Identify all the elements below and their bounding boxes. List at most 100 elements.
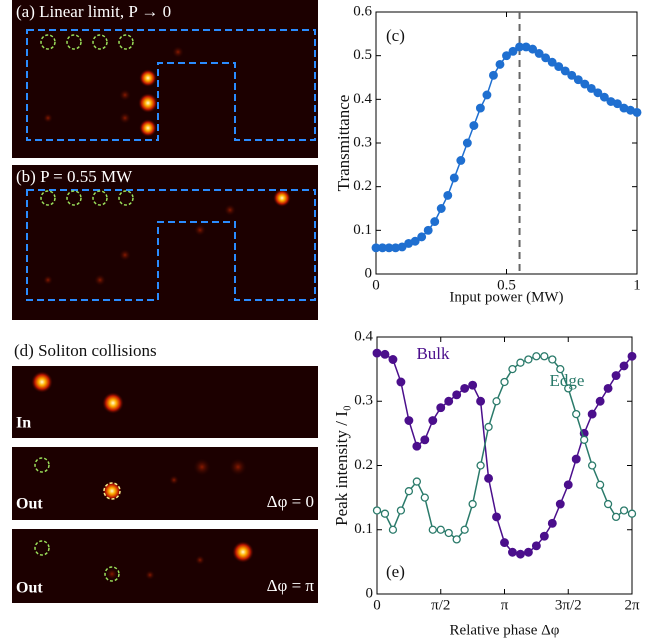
frame-tag: Out (16, 580, 43, 597)
y-tick-label: 0.1 (354, 521, 373, 537)
y-tick-label: 0.2 (353, 178, 372, 194)
point (418, 233, 426, 241)
spot (43, 113, 53, 123)
point (421, 494, 428, 501)
point (525, 356, 532, 363)
y-tick-label: 0 (366, 585, 374, 601)
panel-label: (b) P = 0.55 MW (16, 167, 133, 186)
panel-d: (d) Soliton collisions In Out Δφ = 0 Out… (12, 341, 318, 603)
y-tick-label: 0.2 (354, 457, 373, 473)
point (453, 391, 461, 399)
point (464, 139, 472, 147)
spot (232, 541, 254, 563)
point (483, 91, 491, 99)
point (405, 417, 413, 425)
point (613, 513, 620, 520)
x-axis-label: Relative phase Δφ (450, 622, 560, 638)
spot (169, 475, 179, 485)
point (581, 436, 588, 443)
point (501, 378, 508, 385)
x-tick-label: 2π (624, 597, 640, 613)
spot (172, 46, 184, 58)
x-tick-label: 3π/2 (555, 597, 582, 613)
y-tick-label: 0.5 (353, 47, 372, 63)
spot (138, 93, 158, 113)
spot (31, 371, 53, 393)
spot (195, 555, 205, 565)
point (453, 536, 460, 543)
phase-label: Δφ = 0 (267, 492, 314, 511)
spot (102, 392, 124, 414)
spot (139, 119, 157, 137)
point (424, 227, 432, 235)
y-tick-label: 0.3 (353, 134, 372, 150)
spot (145, 570, 155, 580)
point (461, 526, 468, 533)
point (541, 532, 549, 540)
spot (119, 249, 131, 261)
point (461, 385, 469, 393)
point (437, 526, 444, 533)
point (533, 542, 541, 550)
y-tick-label: 0.3 (354, 393, 373, 409)
figure: (a) Linear limit, P → 0 (b) P = 0.55 MW … (0, 0, 667, 642)
x-tick-label: π (501, 597, 509, 613)
point (429, 417, 437, 425)
spot (194, 224, 206, 236)
point (374, 507, 381, 514)
point (517, 550, 525, 558)
series-label: Bulk (416, 344, 450, 363)
frame-tag: Out (16, 496, 43, 513)
point (496, 61, 504, 69)
field-image (12, 366, 318, 438)
frame-tag: In (16, 415, 31, 432)
panel-b: (b) P = 0.55 MW (12, 165, 318, 320)
panel-a: (a) Linear limit, P → 0 (12, 0, 318, 158)
field-image (12, 0, 318, 158)
point (490, 72, 498, 80)
point (629, 510, 636, 517)
panel-label: (c) (386, 26, 405, 45)
point (621, 507, 628, 514)
x-tick-label: 0 (373, 597, 381, 613)
x-tick-label: 1 (633, 277, 641, 293)
point (469, 501, 476, 508)
point (572, 455, 580, 463)
point (533, 353, 540, 360)
point (451, 174, 459, 182)
series-line (376, 47, 637, 248)
x-axis-label: Input power (MW) (449, 289, 563, 305)
point (596, 397, 604, 405)
panel-label: (a) Linear limit, P → 0 (16, 2, 171, 21)
spot (224, 204, 236, 216)
point (509, 548, 517, 556)
point (604, 385, 612, 393)
point (541, 353, 548, 360)
point (431, 218, 439, 226)
point (556, 500, 564, 508)
field-image (12, 165, 318, 320)
point (501, 539, 509, 547)
spot (273, 189, 291, 207)
point (493, 513, 501, 521)
point (485, 475, 493, 483)
y-tick-label: 0 (365, 265, 373, 281)
point (589, 462, 596, 469)
point (477, 397, 485, 405)
y-axis-label: Peak intensity / I₀ (332, 405, 351, 526)
y-tick-label: 0.1 (353, 222, 372, 238)
point (633, 109, 641, 117)
point (525, 548, 533, 556)
point (620, 362, 628, 370)
point (389, 356, 397, 364)
point (413, 478, 420, 485)
point (445, 529, 452, 536)
point (437, 205, 445, 213)
point (588, 410, 596, 418)
point (564, 481, 572, 489)
spot (102, 481, 122, 501)
point (549, 356, 556, 363)
point (509, 366, 516, 373)
point (612, 372, 620, 380)
point (628, 352, 636, 360)
